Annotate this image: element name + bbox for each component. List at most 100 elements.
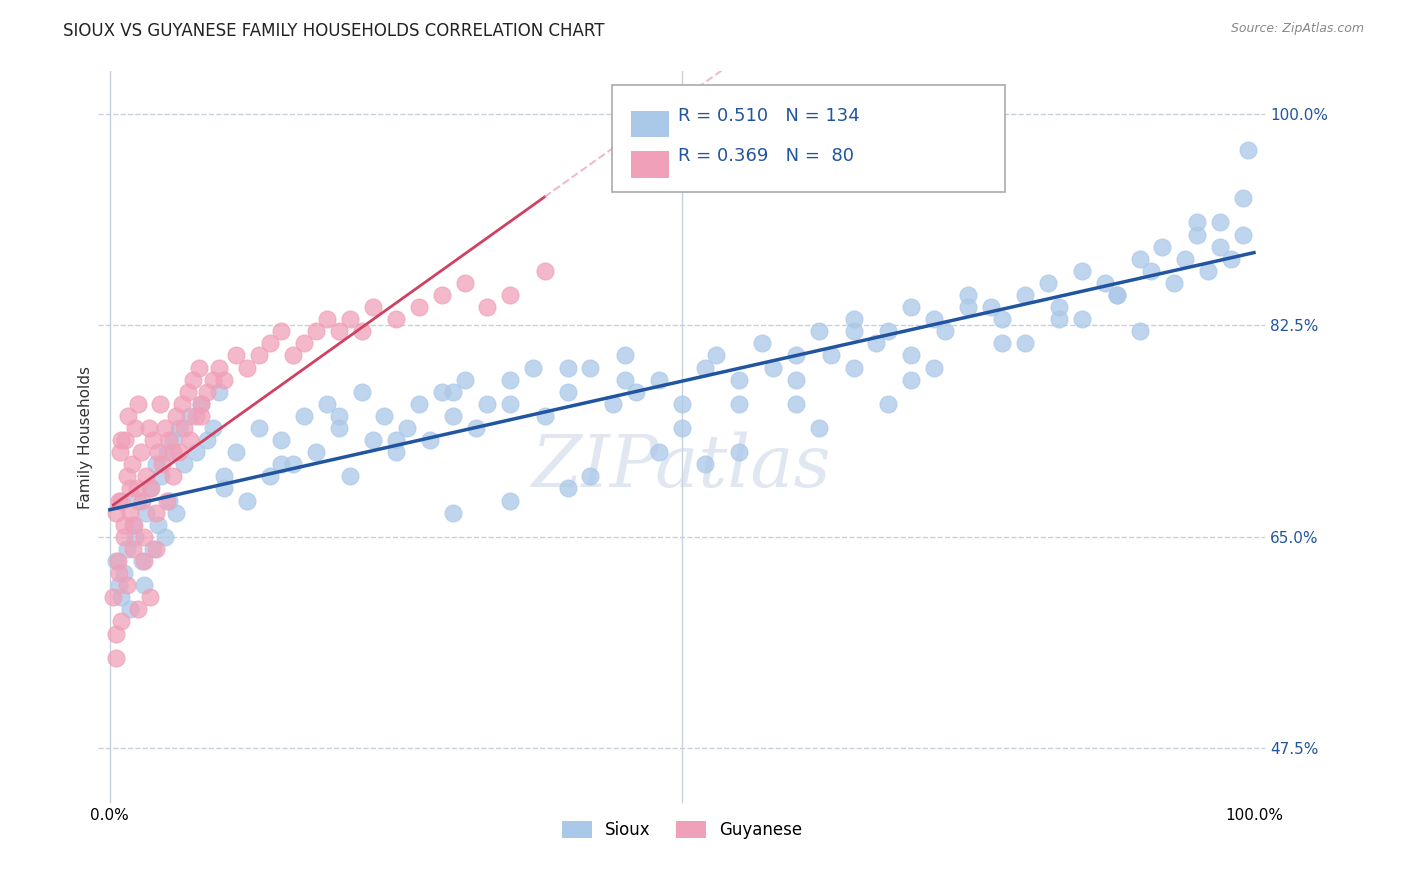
- Point: [1197, 264, 1219, 278]
- Point: [728, 445, 751, 459]
- Point: [499, 373, 522, 387]
- Point: [149, 397, 172, 411]
- Point: [1232, 227, 1254, 242]
- Point: [751, 336, 773, 351]
- Point: [207, 360, 229, 375]
- Point: [110, 493, 132, 508]
- Point: [173, 457, 195, 471]
- Point: [865, 336, 887, 351]
- Text: SIOUX VS GUYANESE FAMILY HOUSEHOLDS CORRELATION CHART: SIOUX VS GUYANESE FAMILY HOUSEHOLDS CORR…: [63, 22, 605, 40]
- Point: [876, 324, 898, 338]
- Point: [1036, 276, 1059, 290]
- Point: [693, 457, 716, 471]
- Point: [1049, 300, 1071, 314]
- Point: [533, 264, 555, 278]
- Point: [922, 312, 945, 326]
- Point: [453, 276, 475, 290]
- Point: [1105, 288, 1128, 302]
- Point: [339, 469, 361, 483]
- Point: [648, 445, 671, 459]
- Point: [121, 517, 143, 532]
- Point: [184, 409, 207, 423]
- Point: [201, 373, 224, 387]
- Point: [477, 300, 499, 314]
- Point: [270, 457, 292, 471]
- Point: [184, 445, 207, 459]
- Point: [499, 397, 522, 411]
- Point: [785, 397, 807, 411]
- Point: [139, 482, 162, 496]
- Point: [179, 409, 201, 423]
- Point: [1220, 252, 1243, 266]
- Point: [157, 433, 180, 447]
- Point: [956, 288, 979, 302]
- Point: [1152, 240, 1174, 254]
- Point: [305, 445, 328, 459]
- Point: [207, 384, 229, 399]
- Point: [305, 324, 328, 338]
- Point: [135, 506, 157, 520]
- Point: [127, 482, 149, 496]
- Point: [728, 373, 751, 387]
- Point: [104, 554, 127, 568]
- Point: [292, 409, 315, 423]
- Point: [110, 591, 132, 605]
- Point: [110, 433, 132, 447]
- Point: [385, 433, 408, 447]
- Point: [247, 421, 270, 435]
- Point: [195, 433, 218, 447]
- Point: [134, 530, 156, 544]
- Point: [179, 433, 201, 447]
- Point: [110, 615, 132, 629]
- Point: [259, 469, 281, 483]
- Point: [557, 482, 579, 496]
- Point: [153, 421, 176, 435]
- Point: [579, 469, 602, 483]
- Point: [190, 397, 212, 411]
- Point: [328, 324, 350, 338]
- Text: R = 0.510   N = 134: R = 0.510 N = 134: [678, 107, 859, 125]
- Point: [108, 445, 131, 459]
- Point: [103, 591, 125, 605]
- Point: [115, 578, 138, 592]
- Point: [613, 349, 636, 363]
- Point: [602, 397, 624, 411]
- Point: [214, 373, 236, 387]
- Point: [167, 421, 190, 435]
- Point: [156, 445, 179, 459]
- Point: [373, 409, 395, 423]
- Point: [419, 433, 441, 447]
- Point: [396, 421, 419, 435]
- Point: [127, 493, 149, 508]
- Point: [214, 482, 236, 496]
- Point: [142, 433, 165, 447]
- Point: [1208, 240, 1230, 254]
- Point: [762, 360, 785, 375]
- Point: [117, 409, 139, 423]
- Point: [162, 433, 184, 447]
- Point: [104, 626, 127, 640]
- Point: [624, 384, 647, 399]
- Point: [1128, 252, 1150, 266]
- Point: [195, 384, 218, 399]
- Point: [281, 457, 304, 471]
- Legend: Sioux, Guyanese: Sioux, Guyanese: [555, 814, 808, 846]
- Point: [108, 566, 131, 580]
- Point: [820, 349, 842, 363]
- Point: [1185, 227, 1208, 242]
- Point: [153, 530, 176, 544]
- Point: [281, 349, 304, 363]
- Point: [991, 336, 1014, 351]
- Point: [121, 541, 143, 556]
- Point: [579, 360, 602, 375]
- Point: [190, 409, 212, 423]
- Text: ZIPatlas: ZIPatlas: [531, 431, 832, 501]
- Point: [292, 336, 315, 351]
- Point: [173, 421, 195, 435]
- Point: [127, 602, 149, 616]
- Point: [108, 578, 131, 592]
- Point: [150, 469, 173, 483]
- Point: [225, 349, 247, 363]
- Point: [107, 554, 129, 568]
- Point: [134, 578, 156, 592]
